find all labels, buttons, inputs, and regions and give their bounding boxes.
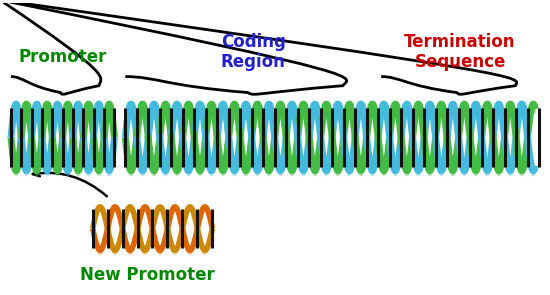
- Text: Promoter: Promoter: [19, 48, 107, 66]
- Text: Termination
Sequence: Termination Sequence: [404, 33, 516, 71]
- Text: Coding
Region: Coding Region: [221, 33, 285, 71]
- Text: New Promoter: New Promoter: [80, 266, 214, 283]
